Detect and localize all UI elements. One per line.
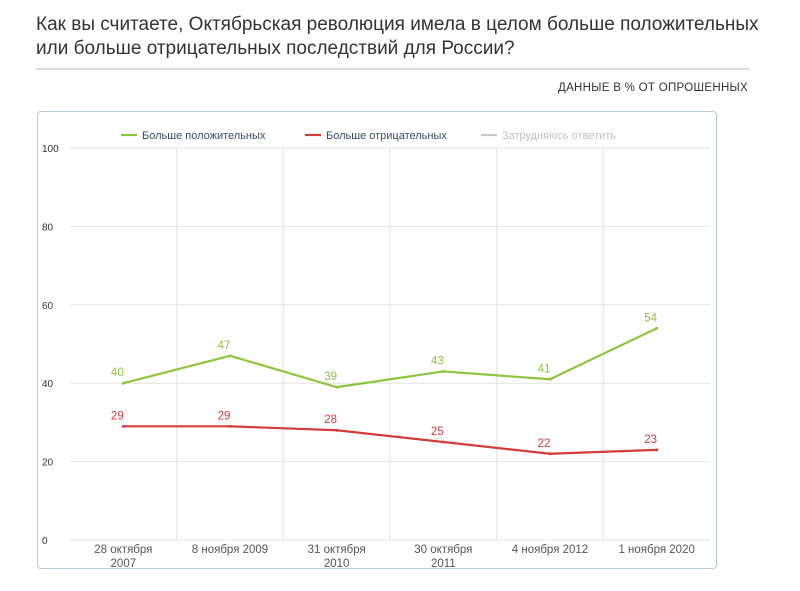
x-tick-label-line: 2011 <box>431 558 456 570</box>
x-tick-label-3: 30 октября 2011 <box>414 544 472 570</box>
data-label-1-4: 22 <box>538 438 551 450</box>
data-point-0-1 <box>228 354 232 358</box>
data-point-1-1 <box>228 424 232 428</box>
data-label-1-3: 25 <box>431 426 444 438</box>
x-tick-label-0: 28 октября 2007 <box>94 544 152 570</box>
title-divider <box>36 68 749 70</box>
x-tick-label-4: 4 ноября 2012 <box>512 544 588 556</box>
y-tick-label-60: 60 <box>42 301 54 312</box>
data-point-1-3 <box>441 440 445 444</box>
data-point-0-3 <box>441 369 445 373</box>
y-tick-label-100: 100 <box>42 144 59 155</box>
data-label-1-1: 29 <box>218 410 231 422</box>
legend-item-1[interactable]: Больше отрицательных <box>326 130 447 142</box>
units-note: ДАННЫЕ В % ОТ ОПРОШЕННЫХ <box>557 82 748 94</box>
legend-item-0[interactable]: Больше положительных <box>142 130 266 142</box>
series-line-1 <box>123 425 657 455</box>
data-point-0-0 <box>121 381 125 385</box>
data-point-1-2 <box>335 428 339 432</box>
legend-item-2[interactable]: Затрудняюсь ответить <box>502 130 616 142</box>
x-tick-label-line: 30 октября <box>414 544 472 556</box>
x-tick-label-2: 31 октября 2010 <box>308 544 366 570</box>
x-tick-label-line: 28 октября <box>94 544 152 556</box>
y-tick-label-0: 0 <box>42 536 48 547</box>
y-tick-label-20: 20 <box>42 458 54 469</box>
data-label-1-0: 29 <box>111 410 124 422</box>
series-line-0 <box>123 327 658 389</box>
data-label-1-2: 28 <box>324 414 337 426</box>
data-point-1-4 <box>548 452 552 456</box>
data-label-0-3: 43 <box>431 355 444 367</box>
data-label-0-0: 40 <box>111 367 124 379</box>
x-tick-label-line: 31 октября <box>308 544 366 556</box>
data-point-0-2 <box>335 385 339 389</box>
data-point-1-0 <box>121 424 125 428</box>
x-tick-label-line: 2007 <box>111 558 137 570</box>
data-point-0-5 <box>655 326 659 330</box>
chart-title: Как вы считаете, Октябрьская революция и… <box>36 14 759 59</box>
data-point-0-4 <box>548 377 552 381</box>
x-tick-label-line: 4 ноября 2012 <box>512 544 588 556</box>
y-tick-label-40: 40 <box>42 379 54 390</box>
x-tick-label-line: 1 ноября 2020 <box>618 544 694 556</box>
data-label-0-2: 39 <box>324 371 337 383</box>
data-label-0-1: 47 <box>218 340 231 352</box>
x-tick-label-5: 1 ноября 2020 <box>618 544 694 556</box>
data-label-0-5: 54 <box>644 312 657 324</box>
data-label-1-5: 23 <box>644 434 657 446</box>
x-tick-label-1: 8 ноября 2009 <box>192 544 268 556</box>
y-tick-label-80: 80 <box>42 222 54 233</box>
data-label-0-4: 41 <box>538 363 551 375</box>
data-point-1-5 <box>655 448 659 452</box>
x-tick-label-line: 8 ноября 2009 <box>192 544 268 556</box>
x-tick-label-line: 2010 <box>324 558 350 570</box>
